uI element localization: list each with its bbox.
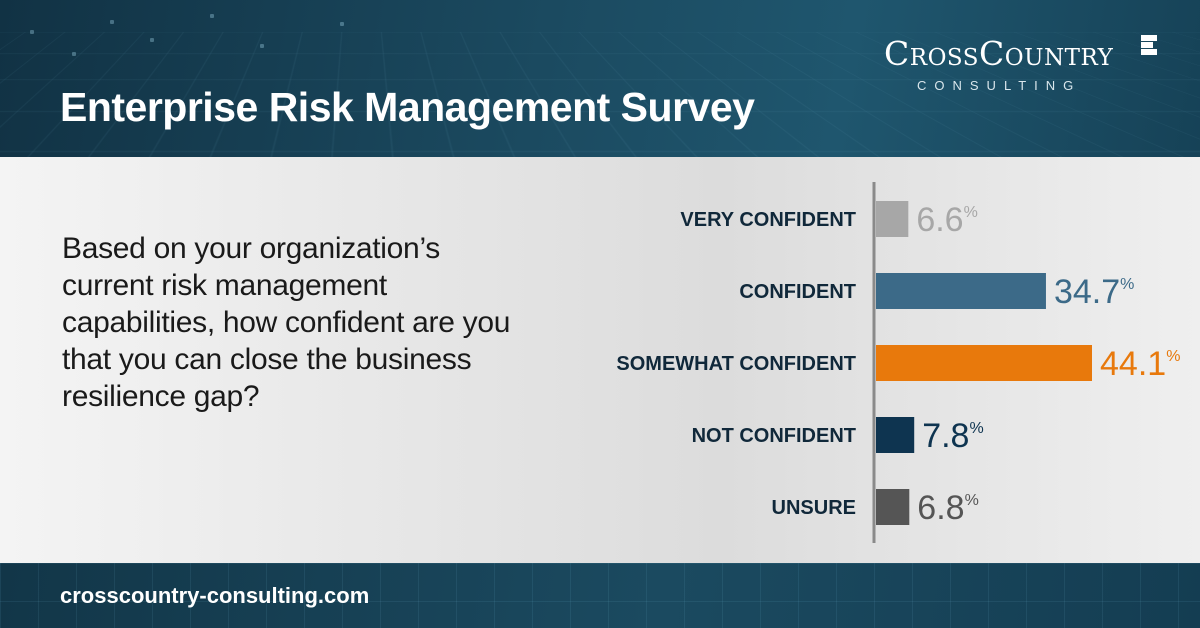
category-label: UNSURE	[772, 497, 856, 519]
value-number: 34.7	[1054, 273, 1120, 311]
value-number: 6.6	[916, 201, 963, 239]
category-label: NOT CONFIDENT	[692, 425, 856, 447]
value-label: 34.7%	[1054, 273, 1134, 311]
category-label: SOMEWHAT CONFIDENT	[616, 353, 856, 375]
bar	[876, 273, 1046, 309]
footer-banner: crosscountry-consulting.com	[0, 563, 1200, 628]
category-label: VERY CONFIDENT	[680, 209, 856, 231]
percent-sign: %	[969, 420, 983, 437]
value-label: 44.1%	[1100, 345, 1180, 383]
value-label: 6.8%	[917, 489, 979, 527]
value-number: 6.8	[917, 489, 964, 527]
percent-sign: %	[1166, 348, 1180, 365]
percent-sign: %	[1120, 276, 1134, 293]
value-label: 7.8%	[922, 417, 984, 455]
value-number: 7.8	[922, 417, 969, 455]
value-number: 44.1	[1100, 345, 1166, 383]
bar	[876, 417, 914, 453]
value-label: 6.6%	[916, 201, 978, 239]
category-label: CONFIDENT	[739, 281, 856, 303]
bar	[876, 345, 1092, 381]
bar	[876, 201, 908, 237]
website-url: crosscountry-consulting.com	[60, 583, 369, 609]
percent-sign: %	[965, 492, 979, 509]
percent-sign: %	[964, 204, 978, 221]
bar	[876, 489, 909, 525]
